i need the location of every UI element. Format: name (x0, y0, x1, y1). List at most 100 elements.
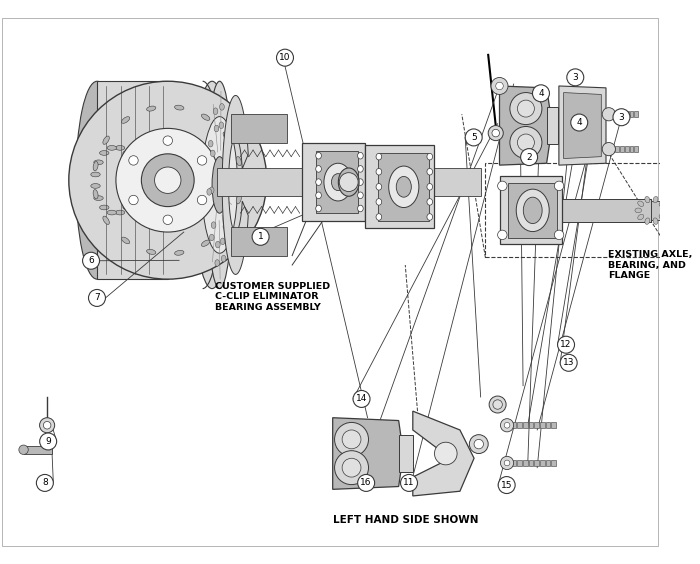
Bar (610, 146, 615, 152)
Circle shape (570, 114, 588, 131)
Circle shape (517, 100, 534, 117)
Ellipse shape (396, 177, 412, 197)
Ellipse shape (223, 132, 230, 140)
Ellipse shape (225, 177, 230, 183)
Ellipse shape (174, 250, 184, 255)
Bar (620, 112, 624, 117)
Polygon shape (365, 146, 435, 228)
Bar (620, 146, 624, 152)
Text: 4: 4 (538, 89, 544, 98)
Bar (512, 422, 517, 428)
Circle shape (492, 129, 500, 137)
Ellipse shape (358, 192, 363, 199)
Ellipse shape (91, 172, 100, 177)
Circle shape (353, 390, 370, 407)
Ellipse shape (219, 122, 224, 129)
Circle shape (560, 354, 577, 371)
Circle shape (498, 230, 507, 240)
Text: CUSTOMER SUPPLIED
C-CLIP ELIMINATOR
BEARING ASSEMBLY: CUSTOMER SUPPLIED C-CLIP ELIMINATOR BEAR… (215, 282, 330, 312)
Circle shape (340, 173, 358, 192)
Ellipse shape (116, 210, 125, 215)
Ellipse shape (211, 150, 215, 157)
Circle shape (197, 156, 206, 165)
Bar (552, 460, 556, 466)
Polygon shape (500, 177, 562, 244)
Ellipse shape (662, 208, 668, 213)
Bar (399, 435, 413, 473)
Ellipse shape (645, 196, 650, 203)
Ellipse shape (659, 201, 665, 206)
Circle shape (504, 422, 510, 428)
Ellipse shape (103, 216, 109, 224)
Ellipse shape (206, 81, 232, 289)
Bar (546, 422, 550, 428)
Circle shape (276, 49, 293, 66)
Circle shape (83, 252, 99, 269)
Ellipse shape (638, 201, 644, 206)
Bar (512, 460, 517, 466)
Circle shape (163, 136, 172, 146)
Circle shape (40, 418, 55, 433)
Circle shape (129, 156, 138, 165)
Bar (517, 422, 522, 428)
Circle shape (510, 126, 542, 158)
Text: 11: 11 (403, 478, 415, 487)
Ellipse shape (116, 146, 125, 150)
Ellipse shape (193, 81, 231, 289)
Text: LEFT HAND SIDE SHOWN: LEFT HAND SIDE SHOWN (332, 515, 478, 525)
Circle shape (500, 456, 514, 470)
Ellipse shape (209, 234, 214, 241)
Bar (552, 422, 556, 428)
Ellipse shape (94, 196, 103, 200)
Bar (625, 146, 629, 152)
Bar (523, 460, 528, 466)
Bar (625, 112, 629, 117)
Ellipse shape (214, 108, 218, 114)
Ellipse shape (76, 81, 118, 279)
Text: 3: 3 (573, 73, 578, 82)
Ellipse shape (524, 197, 542, 223)
Ellipse shape (132, 172, 141, 177)
Bar (517, 460, 522, 466)
Bar (615, 112, 620, 117)
Ellipse shape (215, 259, 220, 266)
Bar (217, 168, 481, 196)
Text: 14: 14 (356, 394, 368, 403)
Ellipse shape (146, 249, 156, 254)
Ellipse shape (358, 152, 363, 159)
Circle shape (554, 230, 564, 240)
Ellipse shape (635, 208, 641, 213)
Circle shape (488, 126, 503, 140)
Ellipse shape (146, 106, 156, 111)
Text: 8: 8 (42, 478, 48, 487)
Ellipse shape (659, 214, 665, 220)
Bar (634, 146, 638, 152)
Circle shape (342, 430, 361, 449)
Ellipse shape (93, 161, 98, 171)
Circle shape (489, 396, 506, 413)
Bar (540, 460, 545, 466)
Circle shape (141, 154, 194, 206)
Circle shape (36, 474, 53, 491)
Ellipse shape (220, 238, 225, 245)
Ellipse shape (202, 240, 210, 246)
Text: 5: 5 (471, 133, 477, 142)
Text: 15: 15 (501, 481, 512, 490)
Circle shape (335, 451, 368, 484)
Circle shape (197, 195, 206, 205)
Circle shape (493, 400, 503, 409)
Ellipse shape (653, 196, 658, 203)
Circle shape (567, 69, 584, 86)
Ellipse shape (226, 223, 231, 230)
Polygon shape (302, 143, 365, 221)
Ellipse shape (103, 136, 109, 144)
Ellipse shape (223, 221, 230, 228)
Text: 12: 12 (561, 340, 572, 349)
Text: 7: 7 (94, 293, 100, 302)
Circle shape (466, 129, 482, 146)
Circle shape (40, 433, 57, 450)
Bar (562, 199, 652, 222)
Circle shape (358, 474, 374, 491)
Bar (615, 146, 620, 152)
Circle shape (129, 195, 138, 205)
